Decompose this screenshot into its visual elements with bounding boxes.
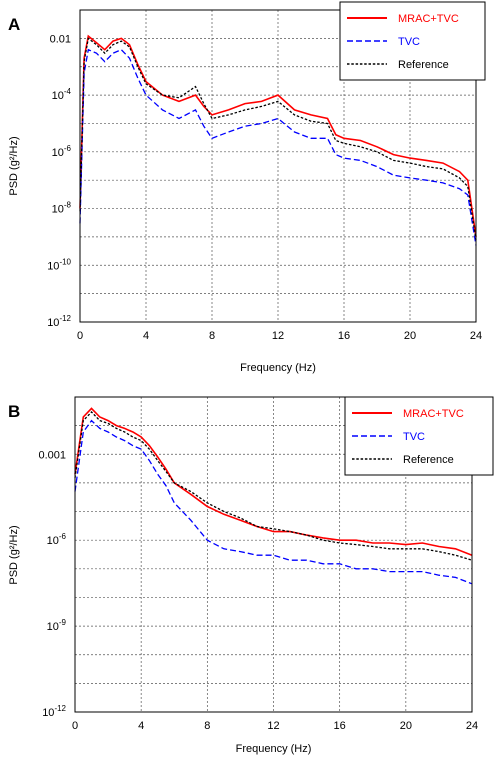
y-tick-label: 10-12 xyxy=(47,314,71,329)
legend-box xyxy=(339,1,486,81)
x-tick-label: 16 xyxy=(338,330,350,342)
x-tick-label: 8 xyxy=(204,720,210,732)
y-axis-label: PSD (g²/Hz) xyxy=(8,136,20,195)
x-axis-label: Frequency (Hz) xyxy=(240,362,316,374)
series-line-tvc xyxy=(74,419,473,585)
series-line-mrac-tvc xyxy=(74,407,473,556)
x-tick-label: 12 xyxy=(267,720,279,732)
legend-label: MRAC+TVC xyxy=(398,13,459,25)
panel-b-label: B xyxy=(8,402,20,421)
series-line-reference xyxy=(79,37,477,240)
plot-frame xyxy=(79,9,477,323)
y-tick-label: 10-8 xyxy=(52,201,72,216)
x-tick-label: 0 xyxy=(77,330,83,342)
x-tick-label: 4 xyxy=(143,330,149,342)
panel-a: A 0 4 8 12 16 20 24 0.01 10-4 10-6 10-8 10-10 10-12 F… xyxy=(8,1,486,374)
x-tick-label: 12 xyxy=(272,330,284,342)
series-line-tvc xyxy=(79,48,477,246)
x-tick-label: 24 xyxy=(470,330,482,342)
legend-label: Reference xyxy=(403,454,454,466)
y-tick-label: 10-9 xyxy=(47,618,67,633)
y-tick-label: 10-6 xyxy=(52,144,72,159)
legend-box xyxy=(344,396,494,476)
x-tick-label: 24 xyxy=(466,720,478,732)
series-line-reference xyxy=(74,411,473,561)
legend-label: MRAC+TVC xyxy=(403,408,464,420)
x-tick-label: 16 xyxy=(334,720,346,732)
plot-frame xyxy=(74,396,473,713)
series-line-mrac-tvc xyxy=(79,34,477,238)
plot-a: 0 4 8 12 16 20 24 0.01 10-4 10-6 10-8 10-10 10-12 Fre… xyxy=(8,1,486,374)
y-tick-label: 10-12 xyxy=(42,704,66,719)
plot-b: 0 4 8 12 16 20 24 0.001 10-6 10-9 10-12 Frequency (… xyxy=(8,396,494,755)
y-tick-label: 0.01 xyxy=(50,33,71,45)
y-axis-label: PSD (g²/Hz) xyxy=(8,525,20,584)
y-tick-label: 10-10 xyxy=(47,257,71,272)
x-tick-label: 0 xyxy=(72,720,78,732)
panel-a-label: A xyxy=(8,15,20,34)
legend: MRAC+TVC TVC Reference xyxy=(339,1,486,81)
x-tick-label: 4 xyxy=(138,720,144,732)
x-tick-label: 20 xyxy=(404,330,416,342)
y-tick-label: 0.001 xyxy=(38,449,66,461)
legend-label: Reference xyxy=(398,59,449,71)
legend-label: TVC xyxy=(403,431,425,443)
x-tick-label: 8 xyxy=(209,330,215,342)
x-axis-label: Frequency (Hz) xyxy=(236,743,312,755)
y-tick-label: 10-4 xyxy=(52,87,72,102)
legend-label: TVC xyxy=(398,36,420,48)
legend: MRAC+TVC TVC Reference xyxy=(344,396,494,476)
panel-b: B 0 4 8 12 16 20 24 0.001 10-6 10-9 10-12 Frequency… xyxy=(8,396,494,755)
x-tick-label: 20 xyxy=(400,720,412,732)
y-tick-label: 10-6 xyxy=(47,532,67,547)
